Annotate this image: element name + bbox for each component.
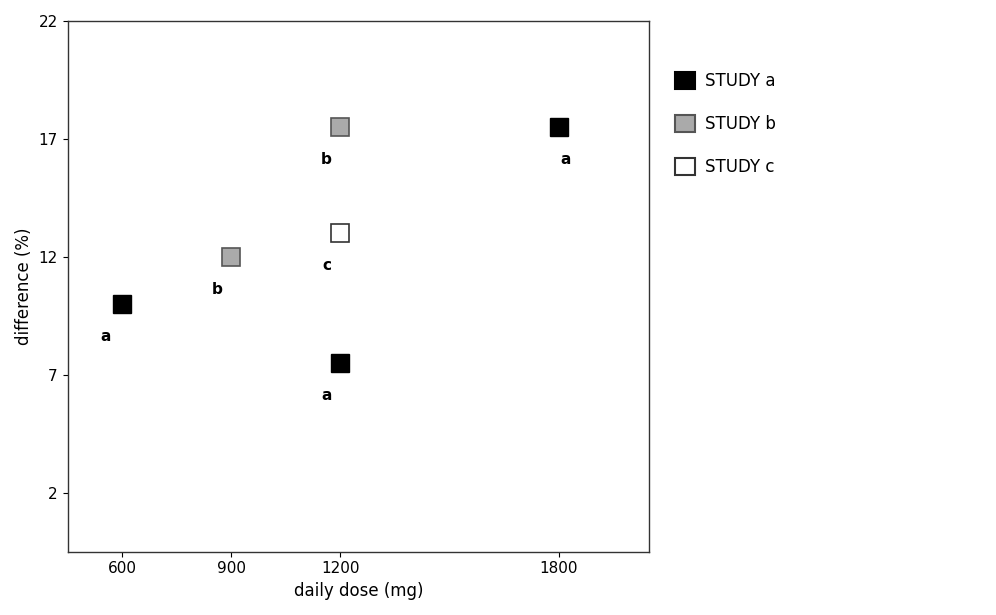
Text: c: c: [322, 258, 331, 273]
Y-axis label: difference (%): difference (%): [15, 228, 33, 345]
Text: a: a: [101, 329, 111, 344]
X-axis label: daily dose (mg): daily dose (mg): [294, 582, 423, 600]
Legend: STUDY a, STUDY b, STUDY c: STUDY a, STUDY b, STUDY c: [675, 72, 776, 177]
Text: b: b: [212, 282, 223, 297]
Text: b: b: [321, 152, 332, 167]
Text: a: a: [322, 388, 332, 403]
Text: a: a: [561, 152, 571, 167]
